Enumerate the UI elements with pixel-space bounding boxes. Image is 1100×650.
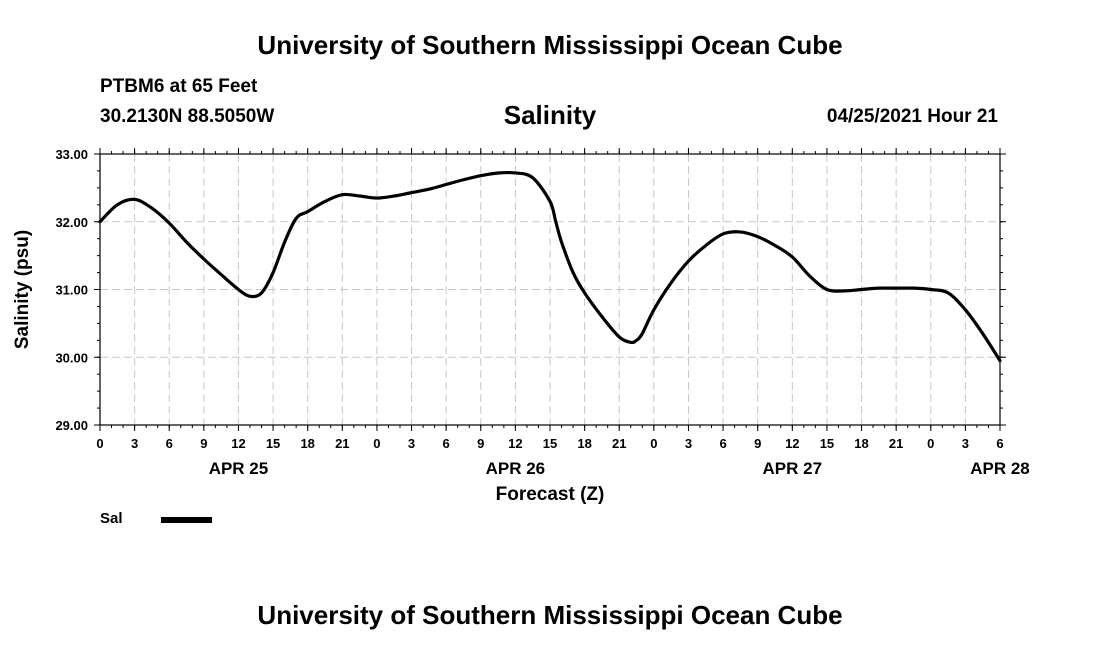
x-tick-label: 18: [577, 436, 591, 451]
legend-label: Sal: [100, 510, 123, 527]
chart-title: University of Southern Mississippi Ocean…: [257, 30, 843, 60]
x-tick-label: 6: [719, 436, 726, 451]
x-axis-title: Forecast (Z): [496, 484, 605, 505]
date-label: APR 28: [970, 459, 1030, 478]
axis-ticks: [94, 148, 1006, 431]
station-label: PTBM6 at 65 Feet: [100, 76, 258, 97]
x-tick-label: 9: [477, 436, 484, 451]
x-tick-label: 9: [200, 436, 207, 451]
coordinates-label: 30.2130N 88.5050W: [100, 106, 275, 127]
x-tick-label: 12: [508, 436, 522, 451]
x-tick-label: 3: [131, 436, 138, 451]
x-tick-label: 0: [373, 436, 380, 451]
y-tick-label: 32.00: [55, 215, 88, 230]
date-label: APR 26: [486, 459, 546, 478]
date-label: APR 27: [763, 459, 823, 478]
x-tick-label: 21: [335, 436, 349, 451]
salinity-series-line: [98, 170, 1002, 363]
x-tick-label: 12: [785, 436, 799, 451]
y-tick-label: 29.00: [55, 418, 88, 433]
x-tick-label: 3: [685, 436, 692, 451]
x-tick-label: 6: [166, 436, 173, 451]
x-tick-label: 15: [820, 436, 834, 451]
x-tick-label: 0: [650, 436, 657, 451]
date-label: APR 25: [209, 459, 269, 478]
x-tick-label: 3: [962, 436, 969, 451]
x-tick-label: 18: [854, 436, 868, 451]
x-tick-label: 15: [543, 436, 557, 451]
x-tick-label: 6: [996, 436, 1003, 451]
x-tick-label: 0: [96, 436, 103, 451]
x-tick-label: 15: [266, 436, 280, 451]
x-tick-label: 9: [754, 436, 761, 451]
datetime-label: 04/25/2021 Hour 21: [826, 106, 998, 127]
parameter-title: Salinity: [503, 100, 597, 130]
x-tick-label: 0: [927, 436, 934, 451]
x-tick-label: 12: [231, 436, 245, 451]
axis-labels: 29.00 30.00 31.00 32.00 33.00 0 3 6 9 12 15 18 21 0 3 6…: [55, 147, 1029, 478]
legend-line-swatch: [161, 517, 212, 523]
footer-title: University of Southern Mississippi Ocean…: [257, 600, 843, 630]
x-tick-label: 21: [612, 436, 626, 451]
y-tick-label: 33.00: [55, 147, 88, 162]
x-tick-label: 3: [408, 436, 415, 451]
x-tick-label: 21: [889, 436, 903, 451]
y-tick-label: 31.00: [55, 283, 88, 298]
y-axis-title: Salinity (psu): [12, 230, 33, 349]
x-tick-label: 6: [443, 436, 450, 451]
x-tick-label: 18: [300, 436, 314, 451]
y-tick-label: 30.00: [55, 350, 88, 365]
